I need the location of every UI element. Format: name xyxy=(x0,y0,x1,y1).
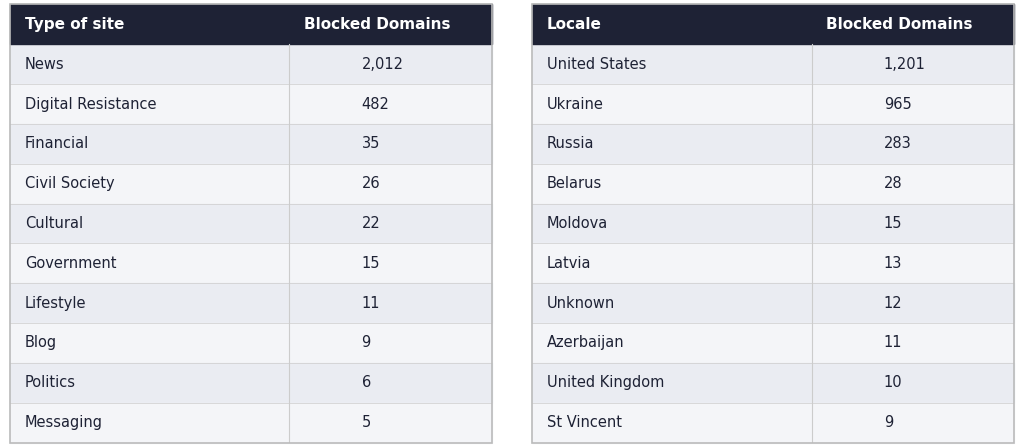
Bar xyxy=(532,124,1014,164)
Bar xyxy=(532,363,1014,403)
Text: Azerbaijan: Azerbaijan xyxy=(547,335,625,350)
Text: Moldova: Moldova xyxy=(547,216,608,231)
Bar xyxy=(532,323,1014,363)
Text: Civil Society: Civil Society xyxy=(25,176,115,191)
Text: Belarus: Belarus xyxy=(547,176,602,191)
Bar xyxy=(532,84,1014,124)
Text: 1,201: 1,201 xyxy=(884,57,926,72)
Text: Blog: Blog xyxy=(25,335,56,350)
Text: Lifestyle: Lifestyle xyxy=(25,295,86,311)
Bar xyxy=(532,283,1014,323)
Text: Cultural: Cultural xyxy=(25,216,83,231)
Text: 12: 12 xyxy=(884,295,902,311)
Text: 10: 10 xyxy=(884,375,902,390)
Bar xyxy=(10,323,492,363)
Bar xyxy=(10,124,492,164)
Text: 482: 482 xyxy=(361,97,389,112)
Text: 283: 283 xyxy=(884,136,911,152)
Bar xyxy=(10,283,492,323)
Bar xyxy=(10,4,492,44)
Text: Messaging: Messaging xyxy=(25,415,102,430)
Text: United Kingdom: United Kingdom xyxy=(547,375,665,390)
Bar xyxy=(532,44,1014,84)
Text: Ukraine: Ukraine xyxy=(547,97,604,112)
Text: Politics: Politics xyxy=(25,375,76,390)
Text: Latvia: Latvia xyxy=(547,256,592,271)
Text: Government: Government xyxy=(25,256,116,271)
Text: Blocked Domains: Blocked Domains xyxy=(826,17,973,32)
Bar xyxy=(10,363,492,403)
Text: Digital Resistance: Digital Resistance xyxy=(25,97,157,112)
Text: St Vincent: St Vincent xyxy=(547,415,622,430)
Bar xyxy=(532,164,1014,203)
Bar xyxy=(532,4,1014,44)
Text: 15: 15 xyxy=(361,256,380,271)
Text: 9: 9 xyxy=(884,415,893,430)
Bar xyxy=(532,244,1014,283)
Text: Locale: Locale xyxy=(547,17,602,32)
Text: 2,012: 2,012 xyxy=(361,57,403,72)
Text: United States: United States xyxy=(547,57,646,72)
Text: 22: 22 xyxy=(361,216,380,231)
Bar xyxy=(10,244,492,283)
Bar xyxy=(532,403,1014,443)
Text: 9: 9 xyxy=(361,335,371,350)
Text: 5: 5 xyxy=(361,415,371,430)
Bar xyxy=(10,164,492,203)
Bar xyxy=(10,403,492,443)
Bar xyxy=(10,44,492,84)
Text: 11: 11 xyxy=(361,295,380,311)
Text: Unknown: Unknown xyxy=(547,295,615,311)
Text: Russia: Russia xyxy=(547,136,594,152)
Bar xyxy=(10,84,492,124)
Bar xyxy=(10,203,492,244)
Text: Type of site: Type of site xyxy=(25,17,124,32)
Text: Blocked Domains: Blocked Domains xyxy=(304,17,451,32)
Text: News: News xyxy=(25,57,65,72)
Text: 13: 13 xyxy=(884,256,902,271)
Text: 35: 35 xyxy=(361,136,380,152)
Text: 15: 15 xyxy=(884,216,902,231)
Bar xyxy=(532,203,1014,244)
Text: 6: 6 xyxy=(361,375,371,390)
Text: 11: 11 xyxy=(884,335,902,350)
Text: Financial: Financial xyxy=(25,136,89,152)
Text: 26: 26 xyxy=(361,176,380,191)
Text: 28: 28 xyxy=(884,176,902,191)
Text: 965: 965 xyxy=(884,97,911,112)
